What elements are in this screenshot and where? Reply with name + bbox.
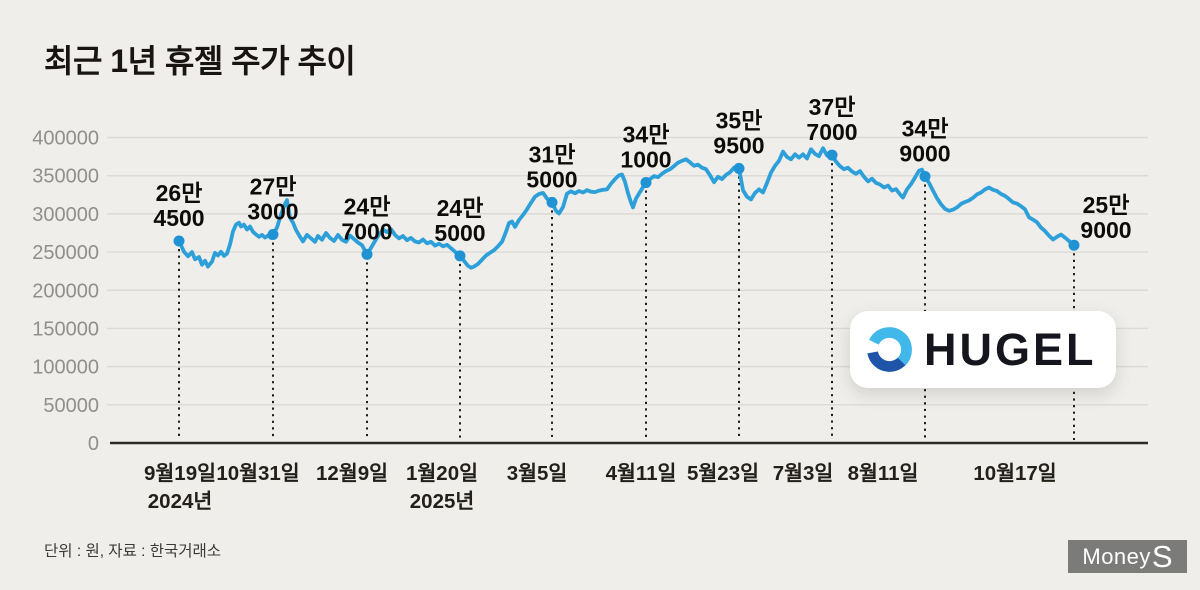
data-point-marker — [267, 228, 279, 240]
x-axis-label: 8월11일 — [848, 462, 919, 485]
data-point-marker — [919, 170, 931, 182]
x-axis-label: 9월19일 — [144, 462, 216, 485]
price-line — [177, 146, 1076, 270]
price-annotation: 34만 — [902, 115, 949, 141]
price-annotation: 31만 — [529, 141, 576, 167]
y-axis-label: 50000 — [43, 395, 99, 417]
price-annotation: 1000 — [620, 147, 671, 173]
price-annotation: 27만 — [250, 173, 297, 199]
y-axis-label: 350000 — [32, 166, 99, 188]
price-annotation: 25만 — [1083, 192, 1130, 218]
price-annotation: 34만 — [623, 122, 670, 148]
x-axis-label: 12월9일 — [316, 462, 388, 485]
price-annotation: 35만 — [716, 107, 763, 133]
price-annotation: 26만 — [156, 180, 203, 206]
moneys-logo-text: Money — [1082, 543, 1151, 569]
x-axis-sublabel: 2024년 — [148, 490, 212, 513]
y-axis-label: 150000 — [32, 318, 99, 340]
x-axis-label: 1월20일 — [406, 462, 478, 485]
x-axis-label: 10월31일 — [216, 462, 299, 485]
hugel-logo-card: HUGEL — [850, 311, 1116, 388]
y-axis-label: 100000 — [32, 357, 99, 379]
hugel-logo-icon — [866, 326, 913, 373]
hugel-logo-text: HUGEL — [924, 324, 1097, 375]
x-axis-label: 5월23일 — [687, 462, 759, 485]
y-axis-label: 0 — [88, 433, 99, 455]
x-axis-label: 3월5일 — [507, 462, 568, 485]
price-annotation: 9500 — [713, 132, 764, 158]
y-axis-label: 200000 — [32, 280, 99, 302]
x-axis-label: 7월3일 — [773, 462, 834, 485]
price-annotation: 7000 — [806, 119, 857, 145]
data-point-marker — [826, 149, 838, 161]
y-axis-label: 300000 — [32, 204, 99, 226]
price-annotation: 24만 — [344, 193, 391, 219]
moneys-logo: Money S — [1068, 540, 1187, 573]
price-annotation: 7000 — [341, 218, 392, 244]
data-point-marker — [546, 196, 558, 208]
price-annotation: 5000 — [434, 220, 485, 246]
y-axis-label: 400000 — [32, 128, 99, 150]
page-title: 최근 1년 휴젤 주가 추이 — [44, 43, 356, 79]
moneys-logo-s: S — [1151, 539, 1173, 574]
data-point-marker — [1068, 239, 1080, 251]
price-annotation: 3000 — [247, 198, 298, 224]
x-axis-sublabel: 2025년 — [410, 490, 474, 513]
price-annotation: 9000 — [899, 140, 950, 166]
price-annotation: 37만 — [809, 94, 856, 120]
data-point-marker — [454, 250, 466, 262]
price-annotation: 9000 — [1080, 217, 1131, 243]
data-point-marker — [640, 177, 652, 189]
data-point-marker — [173, 235, 185, 247]
x-axis-label: 10월17일 — [973, 462, 1056, 485]
y-axis-label: 250000 — [32, 242, 99, 264]
x-axis-label: 4월11일 — [606, 462, 677, 485]
price-annotation: 24만 — [437, 195, 484, 221]
data-point-marker — [733, 162, 745, 174]
data-point-marker — [361, 248, 373, 260]
price-annotation: 4500 — [153, 205, 204, 231]
footer-note: 단위 : 원, 자료 : 한국거래소 — [44, 543, 222, 560]
price-annotation: 5000 — [526, 166, 577, 192]
